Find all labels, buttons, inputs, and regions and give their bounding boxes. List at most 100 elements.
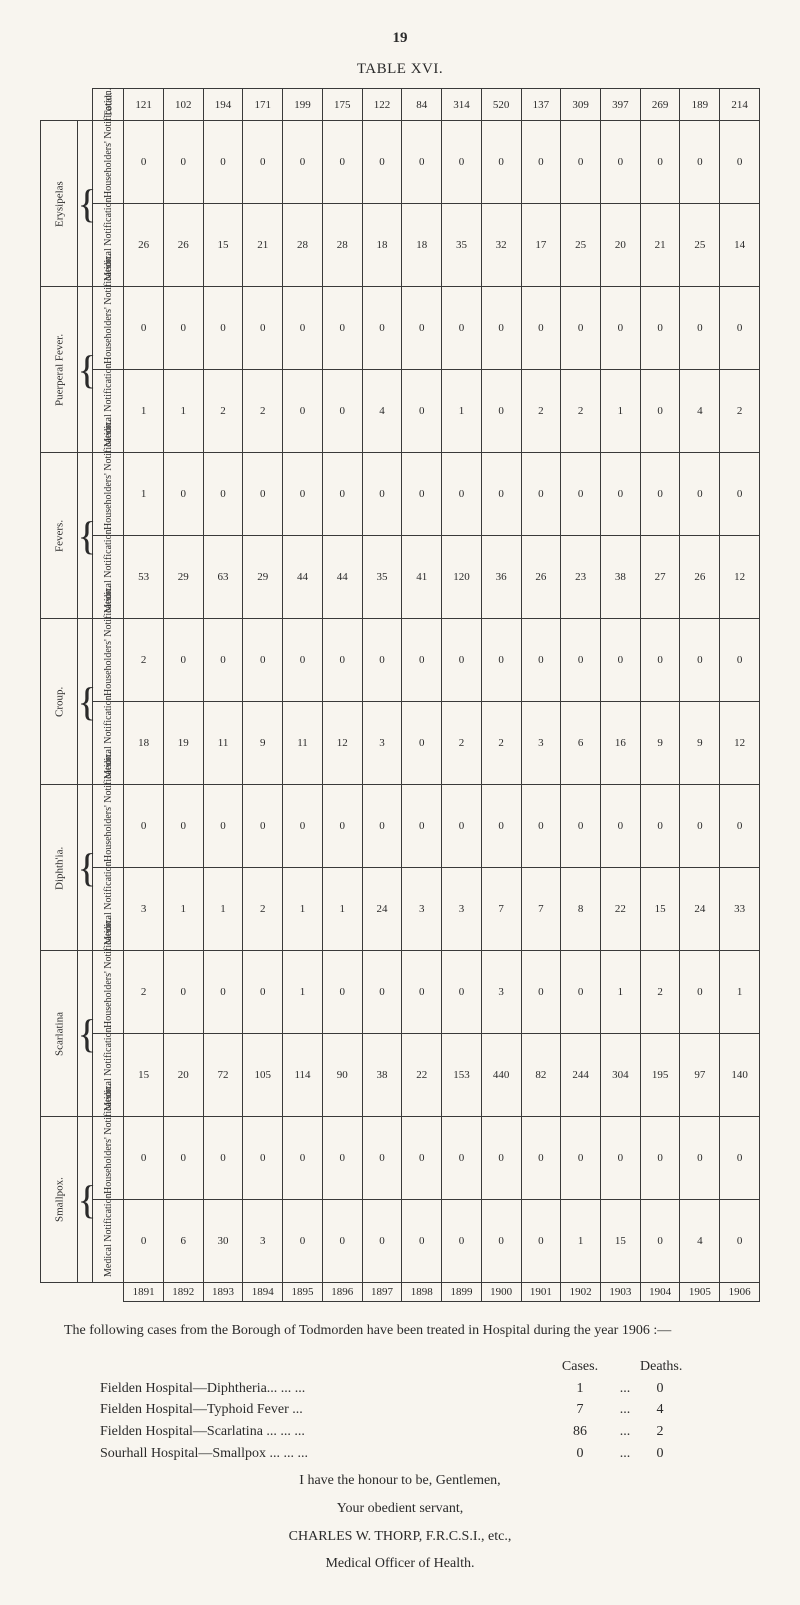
data-cell: 0 — [124, 1117, 164, 1200]
data-cell: 140 — [720, 1034, 760, 1117]
data-cell: 0 — [442, 1117, 482, 1200]
data-cell: 14 — [720, 204, 760, 287]
body-text: The following cases from the Borough of … — [40, 1320, 760, 1575]
notif-type-label: Householders' Notification. — [93, 453, 124, 536]
year-label: 1903 — [601, 1283, 641, 1302]
data-cell: 9 — [680, 702, 720, 785]
case-deaths: 0 — [640, 1378, 680, 1400]
data-cell: 12 — [720, 536, 760, 619]
data-cell: 0 — [442, 287, 482, 370]
total-cell: 199 — [283, 89, 323, 121]
data-cell: 0 — [640, 1117, 680, 1200]
data-cell: 1 — [203, 868, 243, 951]
data-cell: 11 — [203, 702, 243, 785]
data-cell: 21 — [243, 204, 283, 287]
notif-type-label: Householders' Notification. — [93, 1117, 124, 1200]
notif-type-label: Householders' Notification. — [93, 121, 124, 204]
data-cell: 2 — [640, 951, 680, 1034]
case-label: Fielden Hospital—Typhoid Fever ... — [100, 1399, 550, 1421]
data-cell: 0 — [402, 619, 442, 702]
data-cell: 0 — [640, 370, 680, 453]
data-cell: 12 — [322, 702, 362, 785]
case-line: Sourhall Hospital—Smallpox ... ... ...0.… — [40, 1443, 760, 1465]
case-label: Sourhall Hospital—Smallpox ... ... ... — [100, 1443, 550, 1465]
data-cell: 29 — [163, 536, 203, 619]
data-cell: 0 — [124, 1200, 164, 1283]
year-label: 1904 — [640, 1283, 680, 1302]
data-cell: 0 — [481, 785, 521, 868]
total-cell: 397 — [601, 89, 641, 121]
disease-label: Scarlatina — [41, 951, 78, 1117]
data-cell: 0 — [362, 121, 402, 204]
case-deaths: 4 — [640, 1399, 680, 1421]
data-cell: 195 — [640, 1034, 680, 1117]
data-cell: 0 — [521, 619, 561, 702]
data-cell: 3 — [481, 951, 521, 1034]
data-cell: 21 — [640, 204, 680, 287]
data-cell: 0 — [402, 1200, 442, 1283]
data-cell: 19 — [163, 702, 203, 785]
data-cell: 0 — [203, 785, 243, 868]
data-cell: 0 — [442, 951, 482, 1034]
data-cell: 2 — [720, 370, 760, 453]
data-cell: 53 — [124, 536, 164, 619]
data-cell: 0 — [283, 619, 323, 702]
brace-icon: { — [77, 453, 93, 619]
data-cell: 0 — [283, 453, 323, 536]
case-count: 1 — [550, 1378, 610, 1400]
data-cell: 44 — [283, 536, 323, 619]
data-cell: 0 — [561, 453, 601, 536]
total-cell: 122 — [362, 89, 402, 121]
data-cell: 1 — [442, 370, 482, 453]
brace-icon: { — [77, 951, 93, 1117]
year-label: 1892 — [163, 1283, 203, 1302]
data-cell: 28 — [283, 204, 323, 287]
data-cell: 1 — [283, 951, 323, 1034]
data-cell: 4 — [680, 1200, 720, 1283]
data-cell: 120 — [442, 536, 482, 619]
data-cell: 22 — [601, 868, 641, 951]
data-cell: 153 — [442, 1034, 482, 1117]
data-cell: 0 — [124, 121, 164, 204]
data-cell: 72 — [203, 1034, 243, 1117]
data-cell: 1 — [163, 868, 203, 951]
data-cell: 16 — [601, 702, 641, 785]
data-cell: 0 — [561, 1117, 601, 1200]
data-cell: 2 — [521, 370, 561, 453]
data-cell: 0 — [521, 1117, 561, 1200]
data-cell: 0 — [322, 619, 362, 702]
data-cell: 0 — [481, 370, 521, 453]
data-cell: 0 — [163, 619, 203, 702]
data-cell: 0 — [163, 1117, 203, 1200]
disease-label: Fevers. — [41, 453, 78, 619]
data-cell: 0 — [243, 951, 283, 1034]
data-cell: 8 — [561, 868, 601, 951]
data-cell: 41 — [402, 536, 442, 619]
data-cell: 15 — [203, 204, 243, 287]
year-label: 1905 — [680, 1283, 720, 1302]
data-cell: 0 — [163, 785, 203, 868]
data-cell: 0 — [521, 785, 561, 868]
data-cell: 2 — [124, 619, 164, 702]
total-cell: 314 — [442, 89, 482, 121]
data-cell: 63 — [203, 536, 243, 619]
data-cell: 27 — [640, 536, 680, 619]
data-cell: 0 — [481, 453, 521, 536]
data-cell: 20 — [601, 204, 641, 287]
data-cell: 1 — [283, 868, 323, 951]
data-cell: 4 — [680, 370, 720, 453]
data-cell: 0 — [680, 619, 720, 702]
case-count: 7 — [550, 1399, 610, 1421]
total-cell: 121 — [124, 89, 164, 121]
data-cell: 1 — [561, 1200, 601, 1283]
data-cell: 0 — [243, 1117, 283, 1200]
data-cell: 0 — [680, 287, 720, 370]
data-cell: 0 — [481, 1117, 521, 1200]
brace-icon: { — [77, 1117, 93, 1283]
data-cell: 0 — [402, 785, 442, 868]
data-cell: 0 — [203, 453, 243, 536]
data-cell: 0 — [402, 453, 442, 536]
data-cell: 0 — [362, 619, 402, 702]
data-cell: 0 — [283, 121, 323, 204]
data-cell: 0 — [362, 951, 402, 1034]
